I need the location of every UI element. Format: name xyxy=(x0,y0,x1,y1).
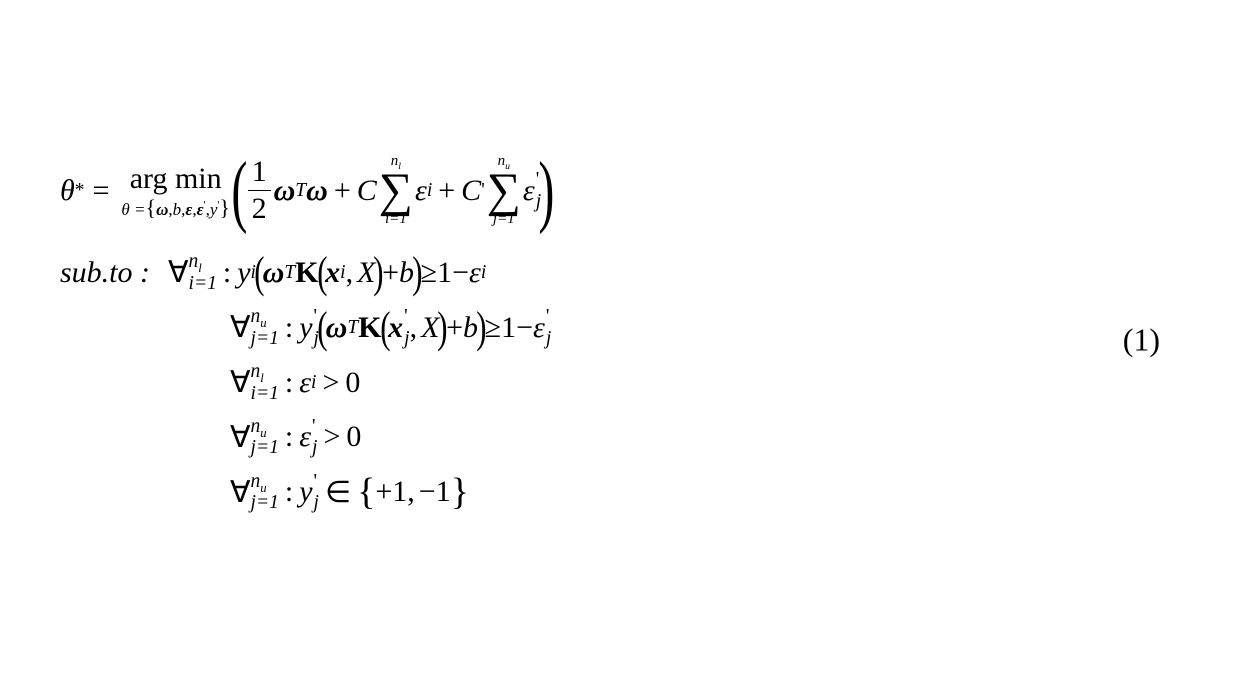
subto-label: sub.to : xyxy=(60,256,150,290)
equals: = xyxy=(93,174,110,208)
C1: C xyxy=(357,174,377,208)
constraint-1-line: sub.to : ∀ nli=1 : yi ( ωT K ( xi , X ) … xyxy=(60,251,1180,294)
objective-line: θ* = arg min θ ={ω,b,ε,ε',y'} ( 1 2 ωT ω… xyxy=(60,154,1180,227)
constraint-2-line: ∀ nuj=1 : y'j ( ωT K ( x'j , X ) + b ) ≥… xyxy=(230,306,1180,349)
sum1: nl ∑ i=1 xyxy=(379,154,413,227)
argmin-sub: θ ={ω,b,ε,ε',y'} xyxy=(121,196,230,220)
C2: C xyxy=(461,174,481,208)
forall-5: ∀ nuj=1 xyxy=(230,471,279,514)
theta: θ xyxy=(60,174,75,208)
constraint-4-line: ∀ nuj=1 : ε'j > 0 xyxy=(230,416,1180,459)
forall-2: ∀ nuj=1 xyxy=(230,306,279,349)
argmin-text: arg min xyxy=(130,162,222,196)
half-fraction: 1 2 xyxy=(248,154,271,227)
equation-container: (1) θ* = arg min θ ={ω,b,ε,ε',y'} ( 1 2 … xyxy=(0,134,1240,546)
forall-3: ∀ nli=1 xyxy=(230,361,279,404)
equation-number: (1) xyxy=(1123,322,1160,359)
argmin-block: arg min θ ={ω,b,ε,ε',y'} xyxy=(121,162,230,220)
forall-4: ∀ nuj=1 xyxy=(230,416,279,459)
omega2: ω xyxy=(306,174,328,208)
omega1: ω xyxy=(274,174,296,208)
constraint-3-line: ∀ nli=1 : εi > 0 xyxy=(230,361,1180,404)
constraint-5-line: ∀ nuj=1 : y'j ∈ { +1 , −1 } xyxy=(230,471,1180,514)
sum2: nu ∑ j=1 xyxy=(487,154,521,227)
forall-1: ∀ nli=1 xyxy=(168,251,217,294)
eps-pj: ε xyxy=(523,174,535,208)
eps-i: ε xyxy=(415,174,427,208)
